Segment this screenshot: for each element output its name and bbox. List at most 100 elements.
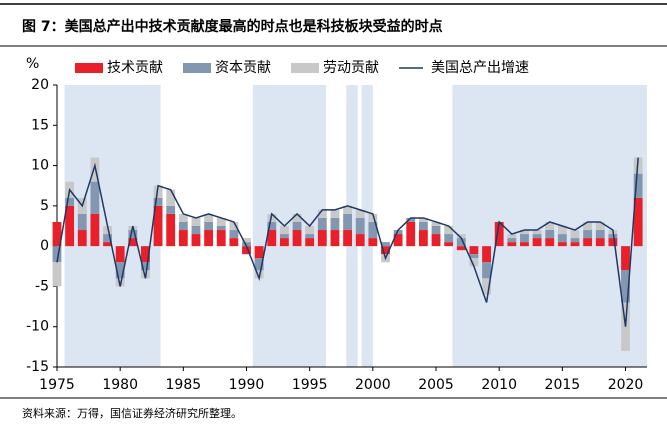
bar-segment bbox=[444, 242, 454, 247]
bar-segment bbox=[103, 242, 112, 247]
bar-segment bbox=[545, 221, 555, 231]
bar-segment bbox=[191, 217, 201, 226]
bar-segment bbox=[141, 262, 150, 271]
bar-segment bbox=[229, 238, 239, 247]
bar-segment bbox=[90, 181, 100, 214]
bar-segment bbox=[317, 217, 327, 231]
bar-segment bbox=[254, 270, 264, 279]
bar-segment bbox=[128, 238, 138, 247]
bar-segment bbox=[103, 226, 112, 235]
bar-segment bbox=[254, 246, 264, 259]
y-tick-label: 20 bbox=[31, 77, 49, 93]
bar-segment bbox=[520, 234, 529, 243]
bar-segment bbox=[204, 221, 214, 231]
source-note: 资料来源：万得，国信证券经济研究所整理。 bbox=[22, 406, 242, 420]
bar-segment bbox=[254, 258, 264, 271]
bar-segment bbox=[343, 230, 352, 247]
bar-segment bbox=[153, 205, 163, 247]
bar-segment bbox=[330, 209, 340, 218]
bar-segment bbox=[115, 246, 125, 263]
y-tick-label: 5 bbox=[40, 198, 49, 214]
bar-segment bbox=[115, 262, 125, 279]
y-tick-label: 10 bbox=[31, 158, 49, 174]
bar-segment bbox=[166, 189, 176, 206]
bar-segment bbox=[52, 262, 62, 287]
bar-segment bbox=[482, 246, 491, 263]
bar-segment bbox=[216, 226, 226, 231]
bar-segment bbox=[178, 230, 188, 247]
bar-segment bbox=[166, 205, 176, 214]
bar-segment bbox=[305, 238, 315, 247]
bar-segment bbox=[153, 185, 163, 198]
bar-segment bbox=[279, 238, 289, 247]
bar-segment bbox=[355, 217, 365, 235]
x-tick-label: 1990 bbox=[229, 377, 265, 393]
y-tick-label: 0 bbox=[40, 238, 49, 254]
x-tick-label: 1980 bbox=[102, 377, 138, 393]
x-tick-label: 2000 bbox=[355, 377, 391, 393]
bar-segment bbox=[469, 246, 479, 255]
bar-segment bbox=[267, 213, 277, 222]
bar-segment bbox=[583, 230, 593, 239]
bar-segment bbox=[444, 226, 454, 235]
chart-title: 图 7：美国总产出中技术贡献度最高的时点也是科技板块受益的时点 bbox=[22, 18, 443, 35]
bar-segment bbox=[178, 213, 188, 222]
bar-segment bbox=[216, 230, 226, 247]
bar-segment bbox=[141, 246, 150, 263]
bar-segment bbox=[393, 230, 403, 235]
bar-segment bbox=[65, 197, 75, 206]
bar-segment bbox=[482, 278, 491, 295]
bar-segment bbox=[381, 242, 390, 247]
bar-segment bbox=[633, 197, 643, 247]
legend-label: 劳动贡献 bbox=[323, 60, 379, 76]
bar-segment bbox=[469, 254, 479, 259]
bar-segment bbox=[267, 221, 277, 231]
bar-segment bbox=[330, 217, 340, 231]
bar-segment bbox=[242, 238, 251, 243]
y-tick-label: -15 bbox=[26, 359, 49, 375]
bar-segment bbox=[343, 205, 352, 214]
bar-segment bbox=[355, 209, 365, 218]
bar-segment bbox=[368, 213, 378, 222]
bar-segment bbox=[279, 226, 289, 235]
bar-segment bbox=[90, 157, 100, 182]
bar-segment bbox=[406, 217, 416, 222]
bar-segment bbox=[520, 230, 529, 235]
x-tick-label: 2015 bbox=[545, 377, 581, 393]
bar-segment bbox=[507, 238, 517, 243]
bar-segment bbox=[317, 230, 327, 247]
bar-segment bbox=[633, 173, 643, 198]
bar-segment bbox=[507, 234, 517, 239]
y-tick-label: 15 bbox=[31, 117, 49, 133]
bar-segment bbox=[52, 221, 62, 247]
bar-segment bbox=[330, 230, 340, 247]
bar-segment bbox=[65, 205, 75, 247]
line-series bbox=[56, 157, 639, 327]
bar-segment bbox=[520, 242, 529, 247]
bar-segment bbox=[431, 221, 441, 226]
bar-segment bbox=[279, 234, 289, 239]
bar-segment bbox=[621, 246, 630, 271]
bar-segment bbox=[229, 230, 239, 239]
bar-segment bbox=[166, 213, 176, 247]
bar-segment bbox=[305, 234, 315, 239]
bar-segment bbox=[621, 270, 630, 303]
bar-segment bbox=[191, 226, 201, 235]
legend-label: 技术贡献 bbox=[107, 60, 163, 76]
x-tick-label: 2010 bbox=[481, 377, 517, 393]
bar-segment bbox=[456, 238, 466, 247]
bar-segment bbox=[343, 213, 352, 231]
bar-segment bbox=[570, 230, 580, 239]
legend-swatch bbox=[291, 63, 319, 73]
bar-segment bbox=[77, 213, 87, 231]
x-tick-label: 2005 bbox=[418, 377, 454, 393]
bar-segment bbox=[456, 234, 466, 239]
bar-segment bbox=[583, 221, 593, 231]
bar-segment bbox=[532, 238, 542, 247]
bar-segment bbox=[242, 242, 251, 247]
bar-segment bbox=[305, 226, 315, 235]
x-tick-label: 2020 bbox=[608, 377, 644, 393]
legend-swatch bbox=[183, 63, 211, 73]
bar-segment bbox=[204, 213, 214, 222]
bar-segment bbox=[608, 238, 618, 247]
